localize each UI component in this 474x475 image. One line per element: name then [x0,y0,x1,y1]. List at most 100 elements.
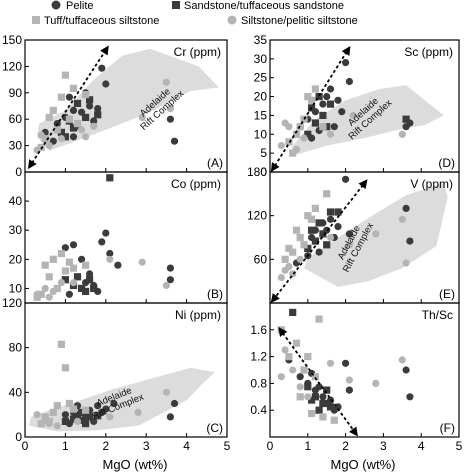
data-point [315,315,323,323]
data-point [82,287,90,295]
data-point [33,411,41,419]
data-point [289,270,297,278]
data-point [296,393,304,401]
data-point [57,340,65,348]
y-tick-label: 30 [254,52,268,66]
panel-variable-label: Ni (ppm) [175,308,221,322]
data-point [98,64,106,72]
data-point [94,412,102,420]
panel-variable-label: Cr (ppm) [174,45,221,59]
data-point [300,241,308,249]
data-point [73,417,82,425]
data-point [342,359,350,367]
data-point [292,226,301,234]
data-point [326,215,335,223]
panel-letter: (A) [207,156,223,170]
data-point [292,339,301,347]
data-point [49,408,57,416]
data-point [308,215,316,223]
panel-letter: (B) [207,287,223,301]
data-point [86,270,94,278]
y-tick-label: 40 [9,194,23,208]
y-tick-label: 0 [15,165,22,179]
data-point [281,346,289,354]
data-point [304,393,312,401]
data-point [82,133,90,141]
data-point [323,93,331,101]
x-axis-label-left: MgO (wt%) [103,457,168,472]
legend-marker-square-dark [172,1,180,9]
panel-letter: (E) [439,287,455,301]
plot-frame [269,302,460,438]
data-point [65,258,73,266]
data-point [402,366,410,374]
data-point [69,241,78,249]
data-point [57,279,65,287]
panel-letter: (C) [206,421,223,435]
y-tick-label: 15 [254,108,268,122]
data-point [69,84,78,92]
data-point [304,353,312,361]
data-point [82,91,90,99]
y-tick-label: 10 [254,127,268,141]
data-point [61,267,69,275]
legend-item-siltstone: Siltstone/pelitic siltstone [227,15,358,27]
data-point [166,413,174,421]
data-point [138,113,146,121]
data-point [162,388,170,396]
data-point [69,415,78,423]
data-point [69,279,78,287]
data-point [292,145,301,153]
data-point [82,113,90,121]
data-point [326,233,335,242]
data-point [311,204,319,212]
data-point [53,284,61,292]
data-point [61,364,69,372]
data-point [49,106,57,114]
data-point [45,420,53,428]
data-point [69,405,78,413]
data-point [69,133,78,141]
data-point [323,241,331,249]
data-point [308,409,316,418]
legend-item-sandstone: Sandstone/tuffaceous sandstone [172,0,344,12]
y-tick-label: 20 [254,90,268,104]
data-point [345,376,353,384]
data-point [315,406,323,414]
data-point [406,237,414,245]
data-point [326,403,335,411]
data-point [86,413,94,421]
data-point [162,281,170,290]
data-point [406,393,414,401]
data-point [281,255,289,263]
x-tick-label: 2 [342,439,349,453]
y-tick-label: 5 [260,146,267,160]
data-point [57,249,65,258]
data-point [69,106,78,114]
data-point [334,96,342,104]
x-tick-label: 2 [102,439,109,453]
data-point [326,396,335,404]
data-point [319,413,327,421]
y-tick-label: 150 [2,33,22,47]
y-tick-label: 25 [254,71,268,85]
data-point [323,190,331,198]
data-point [285,138,293,146]
x-tick-label: 0 [22,439,29,453]
data-point [33,290,41,298]
data-point [330,123,338,131]
y-tick-label: 30 [9,139,23,153]
data-point [345,77,353,86]
data-point [61,411,69,419]
x-tick-label: 5 [224,439,231,453]
data-point [319,100,327,108]
data-point [53,422,61,430]
panel-b: 10 20 30 40 Co (ppm) (B) [9,171,228,304]
data-point [65,290,73,298]
data-point [296,233,304,242]
data-point [94,402,102,410]
panel-variable-label: Sc (ppm) [404,45,453,59]
data-point [285,263,293,271]
